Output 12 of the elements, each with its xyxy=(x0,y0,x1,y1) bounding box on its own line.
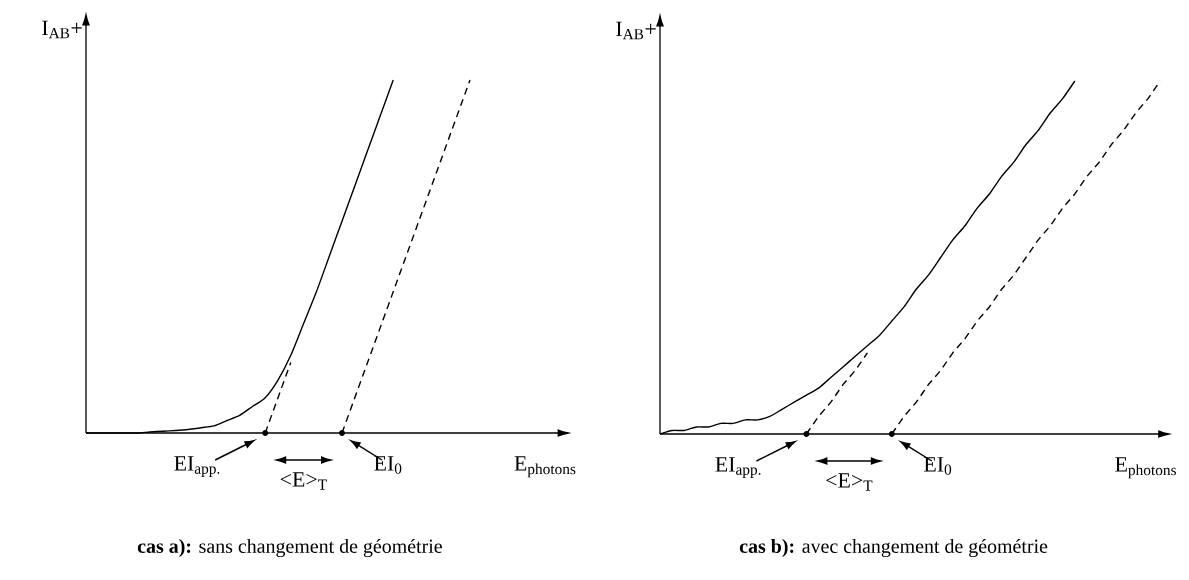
text: cas b): avec changement de géométrie xyxy=(739,538,1048,558)
y-axis-title: I$_{AB}$+ xyxy=(616,21,656,40)
text: EI$_{0}$ xyxy=(374,456,402,474)
text: <E>$_{T}$ xyxy=(826,473,873,491)
text: EI$_{app.}$ xyxy=(715,457,761,478)
text: EI$_{app.}$ xyxy=(174,456,220,477)
text: <E>$_{T}$ xyxy=(280,472,327,490)
y-axis-title: I$_{AB}$+ xyxy=(42,20,82,39)
text: cas a): sans changement de géométrie xyxy=(137,538,442,558)
x-axis-title: E$_{photons}$ xyxy=(1115,457,1176,479)
x-axis-title: E$_{photons}$ xyxy=(514,456,576,478)
text: EI$_{0}$ xyxy=(924,457,952,475)
